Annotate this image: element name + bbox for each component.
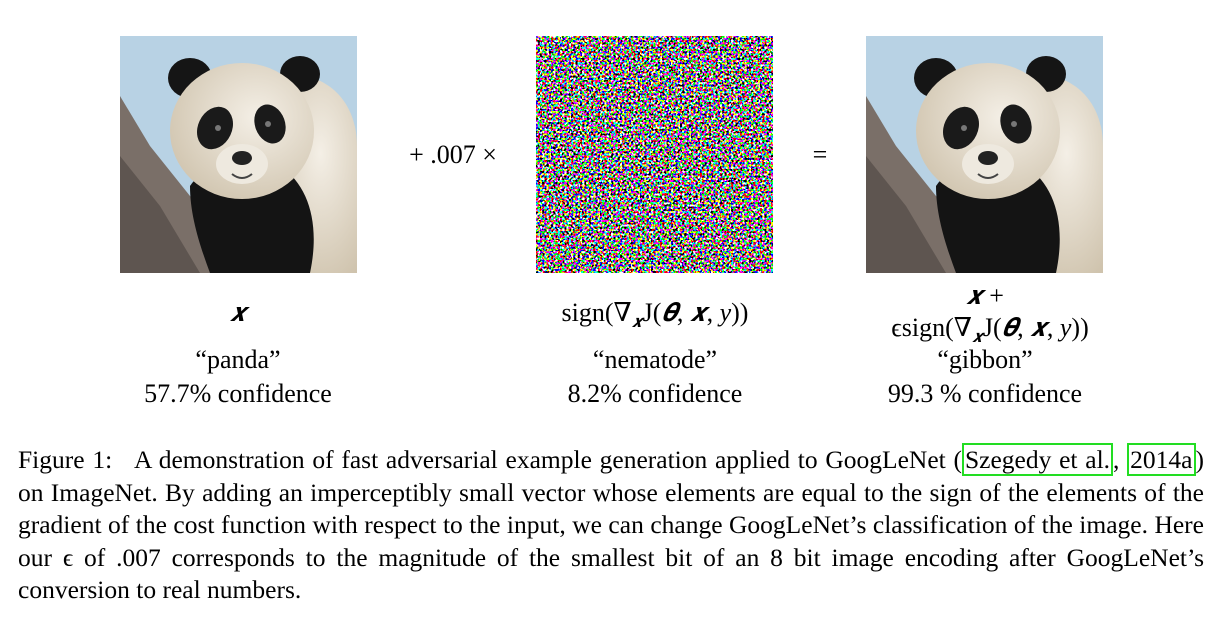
math-label: 𝒙 +	[966, 281, 1004, 312]
class-label: “panda”	[195, 345, 281, 374]
math-part: y	[1059, 313, 1072, 342]
math-part: ))	[1071, 313, 1089, 342]
math-part: J(	[982, 313, 1002, 342]
math-part: 𝒙	[229, 298, 247, 327]
math-part: ,	[706, 298, 720, 327]
math-part: ,	[1017, 313, 1031, 342]
operator: + .007 ×	[409, 140, 497, 169]
caption-text: A demonstration of fast adversarial exam…	[133, 445, 962, 474]
class-label: “gibbon”	[937, 345, 1033, 374]
math-part: ))	[731, 298, 749, 327]
class-label: “nematode”	[592, 345, 718, 374]
math-part: +	[982, 281, 1004, 310]
citation-link[interactable]: Szegedy et al.	[961, 443, 1114, 476]
math-part: 𝒙	[1030, 313, 1047, 342]
citation-link[interactable]: 2014a	[1127, 443, 1196, 476]
math-part: 𝜽	[661, 298, 677, 327]
math-part: J(	[642, 298, 662, 327]
confidence-label: 57.7% confidence	[144, 379, 332, 408]
caption-label: Figure 1:	[18, 445, 113, 474]
math-part: 𝒙	[689, 298, 707, 327]
math-part: 𝜽	[1001, 313, 1018, 342]
math-part: 𝒙	[631, 312, 643, 331]
math-part: ϵsign(∇	[891, 313, 972, 342]
math-part: ,	[1046, 313, 1060, 342]
math-part: y	[719, 298, 732, 327]
math-part: 𝒙	[971, 327, 983, 346]
math-label: 𝒙	[230, 298, 247, 329]
caption-text: ,	[1113, 445, 1128, 474]
math-part: sign(∇	[561, 298, 632, 327]
math-part: 𝒙	[966, 281, 983, 310]
confidence-label: 8.2% confidence	[567, 379, 743, 408]
panda-image	[120, 36, 357, 273]
adversarial-image	[866, 36, 1103, 273]
noise-image	[536, 36, 773, 273]
math-part: ,	[676, 298, 690, 327]
caption: Figure 1: A demonstration of fast advers…	[18, 443, 1204, 607]
caption-text: ) on ImageNet. By adding an imperceptibl…	[18, 445, 1204, 604]
math-label: ϵsign(∇𝒙J(𝜽, 𝒙, y))	[891, 313, 1088, 347]
math-label: sign(∇𝒙J(𝜽, 𝒙, y))	[562, 298, 749, 332]
confidence-label: 99.3 % confidence	[887, 379, 1083, 408]
operator: =	[812, 140, 828, 169]
